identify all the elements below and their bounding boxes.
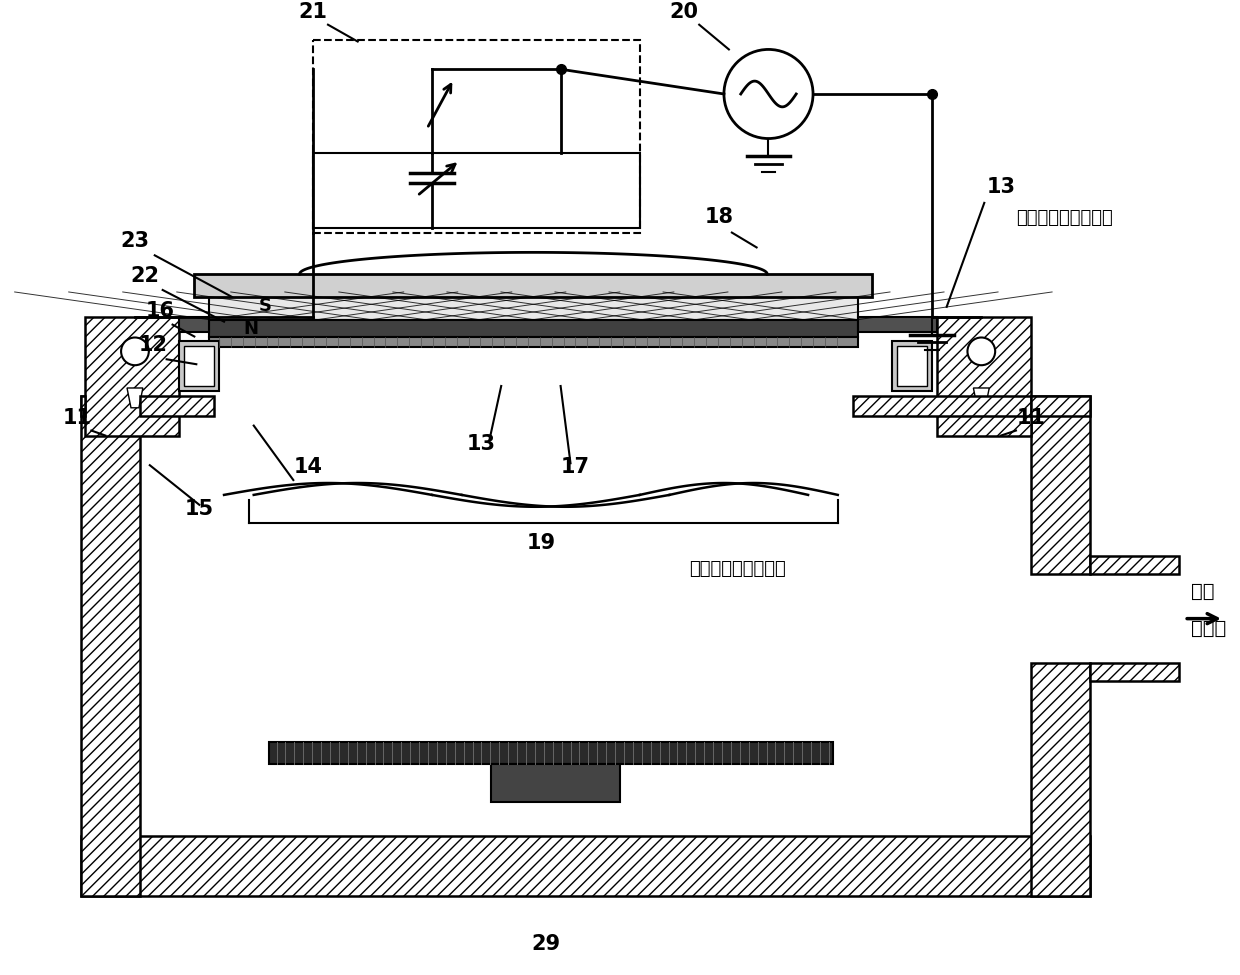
Polygon shape bbox=[491, 764, 620, 801]
Polygon shape bbox=[936, 317, 1030, 436]
Polygon shape bbox=[1090, 663, 1179, 681]
Text: 13: 13 bbox=[467, 434, 496, 454]
Text: 16: 16 bbox=[145, 300, 174, 321]
Polygon shape bbox=[1030, 396, 1090, 415]
Text: 29: 29 bbox=[531, 934, 560, 955]
Text: S: S bbox=[259, 296, 272, 315]
Polygon shape bbox=[180, 317, 210, 332]
Polygon shape bbox=[853, 396, 1030, 415]
Polygon shape bbox=[893, 341, 931, 391]
Polygon shape bbox=[210, 337, 858, 347]
Text: 13: 13 bbox=[987, 177, 1016, 197]
Polygon shape bbox=[1090, 557, 1179, 574]
Text: 23: 23 bbox=[120, 231, 150, 252]
Polygon shape bbox=[269, 742, 833, 764]
Text: 21: 21 bbox=[299, 2, 327, 21]
Polygon shape bbox=[81, 396, 86, 415]
Polygon shape bbox=[858, 317, 936, 332]
Text: （真空容器内部側）: （真空容器内部側） bbox=[689, 561, 786, 578]
Circle shape bbox=[122, 337, 149, 366]
Text: 22: 22 bbox=[130, 266, 160, 286]
Polygon shape bbox=[180, 341, 219, 391]
Polygon shape bbox=[210, 320, 858, 337]
Polygon shape bbox=[195, 274, 873, 297]
Text: （真空容器外部側）: （真空容器外部側） bbox=[1016, 209, 1112, 227]
Text: 真空泵: 真空泵 bbox=[1192, 619, 1226, 639]
Polygon shape bbox=[210, 292, 858, 320]
Text: 15: 15 bbox=[185, 498, 213, 519]
Text: 20: 20 bbox=[670, 2, 699, 21]
Polygon shape bbox=[81, 396, 140, 896]
Text: 11: 11 bbox=[1017, 408, 1045, 428]
Text: 12: 12 bbox=[139, 335, 167, 355]
Polygon shape bbox=[1030, 663, 1090, 896]
Polygon shape bbox=[185, 346, 215, 386]
Polygon shape bbox=[140, 396, 215, 415]
Polygon shape bbox=[86, 317, 180, 436]
Polygon shape bbox=[973, 388, 990, 408]
Circle shape bbox=[967, 337, 996, 366]
Circle shape bbox=[724, 50, 813, 138]
Polygon shape bbox=[1030, 396, 1090, 574]
Text: 19: 19 bbox=[526, 533, 556, 554]
Text: 17: 17 bbox=[560, 457, 590, 477]
Text: 通往: 通往 bbox=[1192, 582, 1215, 601]
Text: 14: 14 bbox=[294, 457, 322, 477]
Polygon shape bbox=[126, 388, 143, 408]
Polygon shape bbox=[81, 837, 1090, 896]
Text: 18: 18 bbox=[704, 207, 734, 226]
Polygon shape bbox=[898, 346, 926, 386]
Text: N: N bbox=[244, 320, 259, 337]
Text: 11: 11 bbox=[63, 408, 92, 428]
